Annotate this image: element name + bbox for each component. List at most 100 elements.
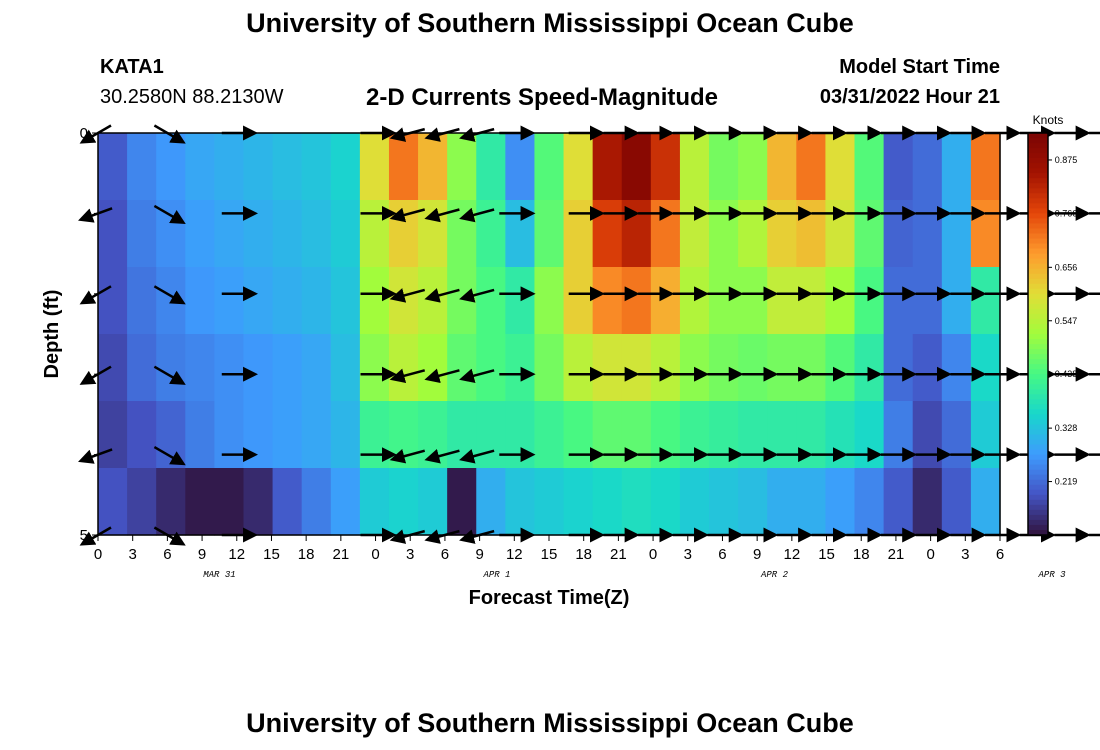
colorbar-swatch xyxy=(1028,238,1048,245)
colorbar-swatch xyxy=(1028,464,1048,471)
heatmap-cell xyxy=(388,401,419,469)
colorbar-swatch xyxy=(1028,424,1048,431)
heatmap-cell xyxy=(156,401,186,469)
heatmap-cell xyxy=(941,133,972,201)
chart-title: University of Southern Mississippi Ocean… xyxy=(246,8,854,38)
heatmap-cell xyxy=(941,334,972,402)
heatmap-cell xyxy=(418,468,448,536)
heatmap-cell xyxy=(563,468,594,536)
colorbar-swatch xyxy=(1028,328,1048,335)
colorbar-swatch xyxy=(1028,173,1048,179)
current-vector-arrow xyxy=(389,448,426,464)
x-tick-label: 15 xyxy=(541,546,558,563)
heatmap-cell xyxy=(98,468,128,536)
heatmap-cell xyxy=(156,133,186,201)
colorbar-swatch xyxy=(1028,454,1048,461)
heatmap-cell xyxy=(272,468,303,536)
heatmap-cell xyxy=(650,133,681,201)
colorbar-swatch xyxy=(1028,444,1048,451)
heatmap-cell xyxy=(272,401,303,469)
heatmap-cell xyxy=(709,468,739,536)
heatmap-cell xyxy=(563,267,594,335)
heatmap-cell xyxy=(592,401,623,469)
heatmap-cell xyxy=(650,200,681,268)
heatmap-cell xyxy=(447,267,477,335)
heatmap-cell xyxy=(185,401,215,469)
heatmap-cell xyxy=(767,133,797,201)
heatmap-cell xyxy=(330,267,361,335)
heatmap-cell xyxy=(796,468,827,536)
heatmap-cell xyxy=(592,334,623,402)
heatmap-cell xyxy=(592,200,623,268)
colorbar-swatch xyxy=(1028,504,1048,511)
colorbar-swatch xyxy=(1028,248,1048,255)
heatmap-cell xyxy=(98,267,128,335)
heatmap-cell xyxy=(214,200,245,268)
heatmap-cell xyxy=(650,401,681,469)
heatmap-cell xyxy=(941,468,972,536)
heatmap-cell xyxy=(243,133,274,201)
heatmap-cell xyxy=(185,267,215,335)
speed-heatmap xyxy=(98,133,1001,536)
heatmap-cell xyxy=(709,334,739,402)
x-tick-label: 3 xyxy=(406,546,414,563)
heatmap-cell xyxy=(679,468,710,536)
colorbar-swatch xyxy=(1028,399,1048,405)
colorbar-swatch xyxy=(1028,208,1048,214)
colorbar-swatch xyxy=(1028,243,1048,250)
colorbar-swatch xyxy=(1028,178,1048,184)
heatmap-cell xyxy=(301,468,332,536)
colorbar-swatch xyxy=(1028,524,1048,531)
y-tick-label: 0 xyxy=(80,125,88,142)
colorbar-swatch xyxy=(1028,389,1048,395)
heatmap-cell xyxy=(825,267,856,335)
heatmap-cell xyxy=(825,468,856,536)
colorbar-swatch xyxy=(1028,253,1048,260)
heatmap-cell xyxy=(912,468,943,536)
colorbar-swatch xyxy=(1028,148,1048,154)
heatmap-cell xyxy=(301,133,332,201)
heatmap-cell xyxy=(505,200,536,268)
heatmap-cell xyxy=(970,401,1001,469)
colorbar-swatch xyxy=(1028,354,1048,360)
colorbar-swatch xyxy=(1028,138,1048,144)
heatmap-cell xyxy=(156,267,186,335)
current-vector-arrow xyxy=(389,368,426,384)
heatmap-cell xyxy=(563,133,594,201)
heatmap-cell xyxy=(243,334,274,402)
axes: 0 3 6 9 12 15 18 21 0 3 6 9 12 15 18 21 0 3 6 9 12 15 18 21 0 3 6 M… xyxy=(80,125,1066,580)
x-axis-label: Forecast Time(Z) xyxy=(469,587,630,609)
heatmap-cell xyxy=(767,267,797,335)
current-vector-arrow xyxy=(459,448,495,464)
x-tick-label: 21 xyxy=(888,546,905,563)
heatmap-cell xyxy=(563,401,594,469)
heatmap-cell xyxy=(301,200,332,268)
colorbar-swatch xyxy=(1028,313,1048,320)
x-tick-label: 6 xyxy=(441,546,449,563)
y-axis-label: Depth (ft) xyxy=(41,290,63,379)
heatmap-cell xyxy=(534,133,565,201)
heatmap-cell xyxy=(738,334,768,402)
x-tick-label: 15 xyxy=(263,546,280,563)
colorbar-swatch xyxy=(1028,143,1048,149)
colorbar-swatch xyxy=(1028,293,1048,300)
x-tick-label: 6 xyxy=(163,546,171,563)
heatmap-cell xyxy=(476,401,506,469)
colorbar-swatch xyxy=(1028,263,1048,270)
heatmap-cell xyxy=(650,267,681,335)
heatmap-cell xyxy=(912,133,943,201)
colorbar-swatch xyxy=(1028,158,1048,164)
heatmap-cell xyxy=(505,267,536,335)
heatmap-cell xyxy=(185,200,215,268)
heatmap-cell xyxy=(447,401,477,469)
x-tick-label: 3 xyxy=(961,546,969,563)
heatmap-cell xyxy=(621,401,652,469)
heatmap-cell xyxy=(883,133,914,201)
chart-subtitle: 2-D Currents Speed-Magnitude xyxy=(366,84,719,111)
heatmap-cell xyxy=(825,200,856,268)
heatmap-cell xyxy=(592,133,623,201)
x-tick-label: 12 xyxy=(506,546,523,563)
heatmap-cell xyxy=(854,267,885,335)
heatmap-cell xyxy=(418,133,448,201)
colorbar-swatch xyxy=(1028,163,1048,169)
